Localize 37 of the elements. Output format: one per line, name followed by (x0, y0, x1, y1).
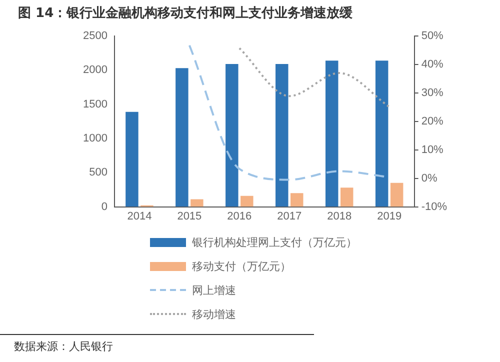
y2-tick-label: 10% (421, 144, 444, 156)
legend-label: 网上增速 (192, 282, 236, 298)
bar (375, 60, 388, 207)
bar (176, 68, 188, 207)
bar (276, 64, 288, 207)
y-tick-label: 2500 (82, 30, 108, 42)
bar (390, 182, 404, 207)
bar (340, 188, 354, 207)
source-note: 数据来源：人民银行 (0, 334, 314, 354)
y-tick-label: 0 (101, 200, 108, 213)
legend-label: 移动支付（万亿元） (192, 258, 291, 274)
line-series (238, 47, 390, 108)
bar (325, 60, 338, 207)
y2-tick-label: 40% (421, 58, 444, 70)
x-tick-label: 2015 (177, 210, 202, 222)
bar (290, 193, 304, 207)
x-tick-label: 2014 (127, 210, 152, 222)
bar (190, 199, 204, 207)
y2-tick-label: -10% (421, 200, 448, 213)
bar (226, 64, 238, 207)
chart-title: 图 14：银行业金融机构移动支付和网上支付业务增速放缓 (18, 5, 353, 22)
y-tick-label: 2000 (82, 64, 108, 76)
x-tick-label: 2018 (327, 210, 352, 222)
y2-tick-label: 20% (421, 115, 444, 128)
legend-label: 移动增速 (192, 306, 236, 322)
bar (126, 112, 138, 207)
y-tick-label: 500 (89, 166, 108, 179)
legend-label: 银行机构处理网上支付（万亿元） (192, 234, 357, 250)
x-tick-label: 2019 (377, 210, 402, 222)
bar (240, 196, 254, 207)
x-tick-label: 2016 (227, 210, 252, 222)
y2-tick-label: 0% (421, 172, 438, 184)
x-tick-label: 2017 (277, 210, 302, 222)
y-tick-label: 1000 (82, 132, 108, 145)
y-tick-label: 1500 (82, 98, 108, 110)
y2-tick-label: 30% (421, 86, 444, 99)
y2-tick-label: 50% (421, 30, 444, 42)
